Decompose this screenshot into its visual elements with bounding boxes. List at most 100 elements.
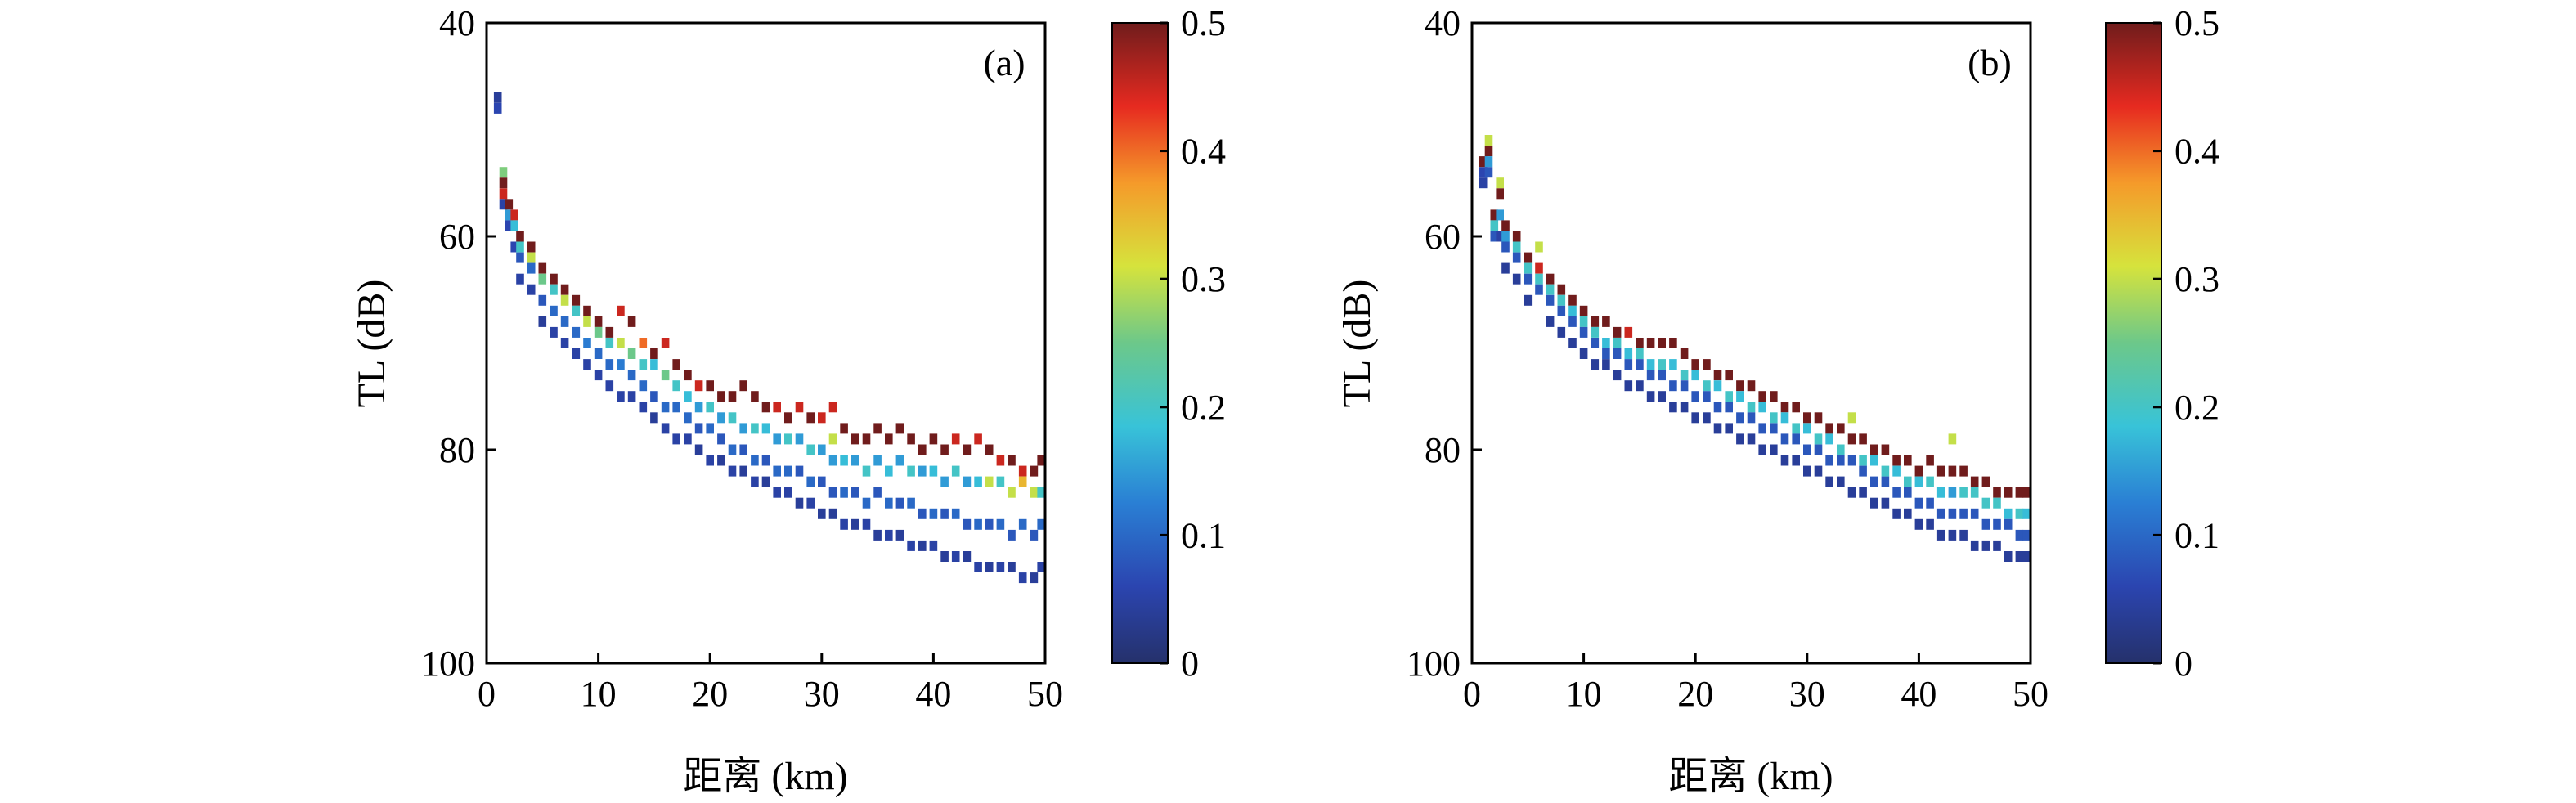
- heat-cell: [907, 540, 915, 551]
- heat-cell: [1847, 455, 1856, 466]
- heat-cell: [885, 497, 893, 509]
- heat-cell: [717, 412, 725, 424]
- heat-cell: [895, 529, 904, 541]
- heat-cell: [996, 476, 1005, 487]
- heat-cell: [806, 444, 815, 455]
- heat-cell: [1680, 370, 1689, 381]
- heat-cell: [1546, 273, 1555, 285]
- heat-cell: [510, 241, 518, 253]
- heat-cell: [1624, 380, 1633, 392]
- heat-cell: [605, 326, 614, 338]
- heat-cell: [862, 518, 871, 530]
- heat-cell: [505, 220, 514, 231]
- heat-cell: [1636, 380, 1644, 392]
- heat-cell: [1847, 487, 1856, 498]
- heat-cell: [594, 326, 603, 338]
- heat-cell: [2022, 551, 2031, 562]
- heat-cell: [2004, 551, 2013, 562]
- heat-cell: [1904, 487, 1912, 498]
- heat-cell: [974, 518, 982, 530]
- heat-cell: [1904, 508, 1912, 519]
- heat-cell: [583, 316, 591, 327]
- heat-cell: [1948, 508, 1957, 519]
- heat-cell: [739, 444, 747, 455]
- heat-cell: [493, 102, 502, 114]
- heat-cell: [572, 305, 581, 316]
- heat-cell: [499, 177, 508, 189]
- heat-cell: [929, 433, 938, 445]
- heat-cell: [1914, 476, 1923, 487]
- heat-cell: [1713, 423, 1722, 434]
- heat-cell: [650, 412, 658, 424]
- heat-cell: [818, 412, 826, 424]
- heat-cell: [560, 284, 569, 295]
- heat-cell: [1981, 476, 1990, 487]
- heat-cell: [1904, 455, 1912, 466]
- heat-cell: [1602, 359, 1610, 370]
- heat-cell: [1892, 508, 1901, 519]
- colorbar-tick-label: 0.1: [1181, 515, 1226, 555]
- x-tick-label: 20: [1677, 674, 1713, 714]
- heat-cell: [1948, 487, 1957, 498]
- heat-cell: [885, 433, 893, 445]
- heat-cell: [773, 465, 781, 477]
- heat-cell: [1524, 262, 1533, 274]
- heat-cell: [1030, 529, 1039, 541]
- heat-cell: [527, 241, 536, 253]
- heat-cell: [706, 402, 714, 413]
- heat-cell: [1993, 540, 2001, 551]
- heat-cell: [1993, 497, 2001, 509]
- heat-cell: [940, 508, 949, 519]
- heat-cell: [1669, 380, 1677, 392]
- heat-cell: [806, 497, 815, 509]
- heat-cell: [996, 518, 1005, 530]
- heat-cell: [1725, 423, 1733, 434]
- heat-cell: [639, 380, 648, 392]
- heat-cell: [1524, 294, 1533, 306]
- heat-cell: [1758, 444, 1766, 455]
- heat-cell: [1758, 402, 1766, 413]
- panel-a: 0 10 20 30 40 50 40 60 80 100 (a) 距离 (km) TL (dB)…: [350, 3, 1226, 798]
- heat-cell: [1892, 455, 1901, 466]
- heat-cell: [1568, 305, 1577, 316]
- heat-cell: [1535, 273, 1543, 285]
- heat-cell: [1870, 455, 1878, 466]
- heat-cell: [828, 487, 837, 498]
- heat-cell: [627, 316, 636, 327]
- heat-cell: [951, 433, 960, 445]
- y-tick-label: 60: [1425, 217, 1461, 257]
- x-tick-label: 20: [692, 674, 728, 714]
- heat-cell: [974, 562, 982, 572]
- heat-cell: [1736, 391, 1744, 402]
- heat-cell: [550, 326, 558, 338]
- heat-cell: [1591, 316, 1600, 327]
- heat-cell: [1624, 348, 1633, 359]
- x-tick-label: 10: [581, 674, 617, 714]
- heat-cell: [583, 359, 591, 370]
- heat-cell: [1479, 167, 1488, 178]
- heat-cell: [985, 518, 994, 530]
- x-tick-label: 0: [478, 674, 496, 714]
- x-tick-label: 10: [1566, 674, 1602, 714]
- heat-cell: [1881, 497, 1890, 509]
- heat-cell: [1780, 455, 1789, 466]
- heat-cell: [728, 412, 737, 424]
- heat-cell: [929, 508, 938, 519]
- heat-cell: [795, 402, 804, 413]
- heat-cell: [1847, 412, 1856, 424]
- heat-cell: [1725, 391, 1733, 402]
- heat-cell: [907, 497, 915, 509]
- heat-cell: [550, 284, 558, 295]
- heat-cell: [1680, 348, 1689, 359]
- heat-cell: [1018, 572, 1027, 584]
- heat-cell: [1747, 402, 1756, 413]
- heat-cell: [1770, 444, 1778, 455]
- plot-a-xlabel: 距离 (km): [683, 755, 847, 798]
- heat-cell: [1524, 273, 1533, 285]
- heat-cell: [1501, 220, 1510, 231]
- heat-cell: [1713, 380, 1722, 392]
- heat-cell: [985, 476, 994, 487]
- heat-cell: [1770, 423, 1778, 434]
- heat-cell: [985, 444, 994, 455]
- heat-cell: [499, 199, 508, 210]
